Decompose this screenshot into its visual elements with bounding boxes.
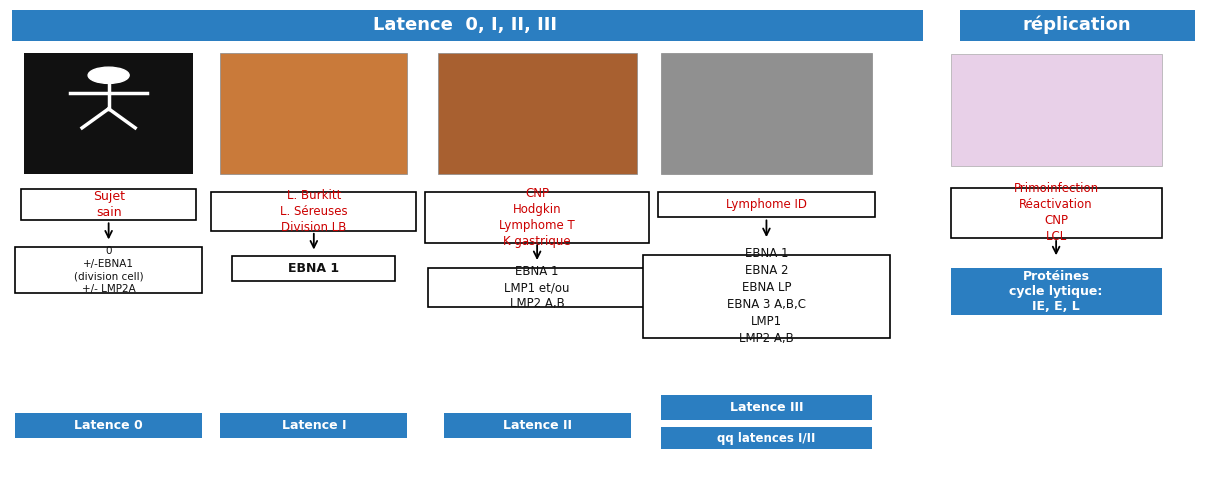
Text: Latence  0, I, II, III: Latence 0, I, II, III xyxy=(373,16,556,34)
FancyBboxPatch shape xyxy=(232,256,396,281)
FancyBboxPatch shape xyxy=(444,413,630,438)
Text: Protéines
cycle lytique:
IE, E, L: Protéines cycle lytique: IE, E, L xyxy=(1009,270,1103,313)
FancyBboxPatch shape xyxy=(950,188,1161,238)
Text: Sujet
sain: Sujet sain xyxy=(93,190,124,219)
FancyBboxPatch shape xyxy=(960,10,1195,41)
FancyBboxPatch shape xyxy=(437,53,637,174)
Text: réplication: réplication xyxy=(1022,16,1131,34)
Text: Latence II: Latence II xyxy=(502,419,572,432)
FancyBboxPatch shape xyxy=(211,192,416,231)
Text: L. Burkitt
L. Séreuses
Division LB: L. Burkitt L. Séreuses Division LB xyxy=(280,189,348,234)
Circle shape xyxy=(88,67,129,83)
FancyBboxPatch shape xyxy=(220,53,407,174)
Text: EBNA 1
EBNA 2
EBNA LP
EBNA 3 A,B,C
LMP1
LMP2 A,B: EBNA 1 EBNA 2 EBNA LP EBNA 3 A,B,C LMP1 … xyxy=(727,247,806,346)
FancyBboxPatch shape xyxy=(428,268,646,307)
FancyBboxPatch shape xyxy=(425,192,649,243)
FancyBboxPatch shape xyxy=(950,268,1161,315)
Text: Lymphome ID: Lymphome ID xyxy=(725,198,807,211)
Text: Latence I: Latence I xyxy=(281,419,346,432)
FancyBboxPatch shape xyxy=(642,255,890,338)
Text: Primoinfection
Réactivation
CNP
LCL: Primoinfection Réactivation CNP LCL xyxy=(1014,182,1098,243)
FancyBboxPatch shape xyxy=(14,413,202,438)
Text: EBNA 1: EBNA 1 xyxy=(288,262,339,275)
FancyBboxPatch shape xyxy=(12,10,923,41)
Text: CNP
Hodgkin
Lymphome T
K gastrique: CNP Hodgkin Lymphome T K gastrique xyxy=(500,187,575,248)
FancyBboxPatch shape xyxy=(661,395,871,420)
FancyBboxPatch shape xyxy=(661,53,871,174)
FancyBboxPatch shape xyxy=(950,54,1161,166)
FancyBboxPatch shape xyxy=(14,248,202,293)
Text: 0
+/-EBNA1
(division cell)
+/- LMP2A: 0 +/-EBNA1 (division cell) +/- LMP2A xyxy=(74,247,144,293)
FancyBboxPatch shape xyxy=(661,427,871,449)
FancyBboxPatch shape xyxy=(658,192,875,217)
FancyBboxPatch shape xyxy=(22,189,196,220)
Text: Latence 0: Latence 0 xyxy=(75,419,142,432)
Text: Latence III: Latence III xyxy=(730,401,803,414)
Text: qq latences I/II: qq latences I/II xyxy=(717,432,816,445)
Text: EBNA 1
LMP1 et/ou
LMP2 A,B: EBNA 1 LMP1 et/ou LMP2 A,B xyxy=(505,265,570,310)
FancyBboxPatch shape xyxy=(24,53,193,174)
FancyBboxPatch shape xyxy=(220,413,407,438)
